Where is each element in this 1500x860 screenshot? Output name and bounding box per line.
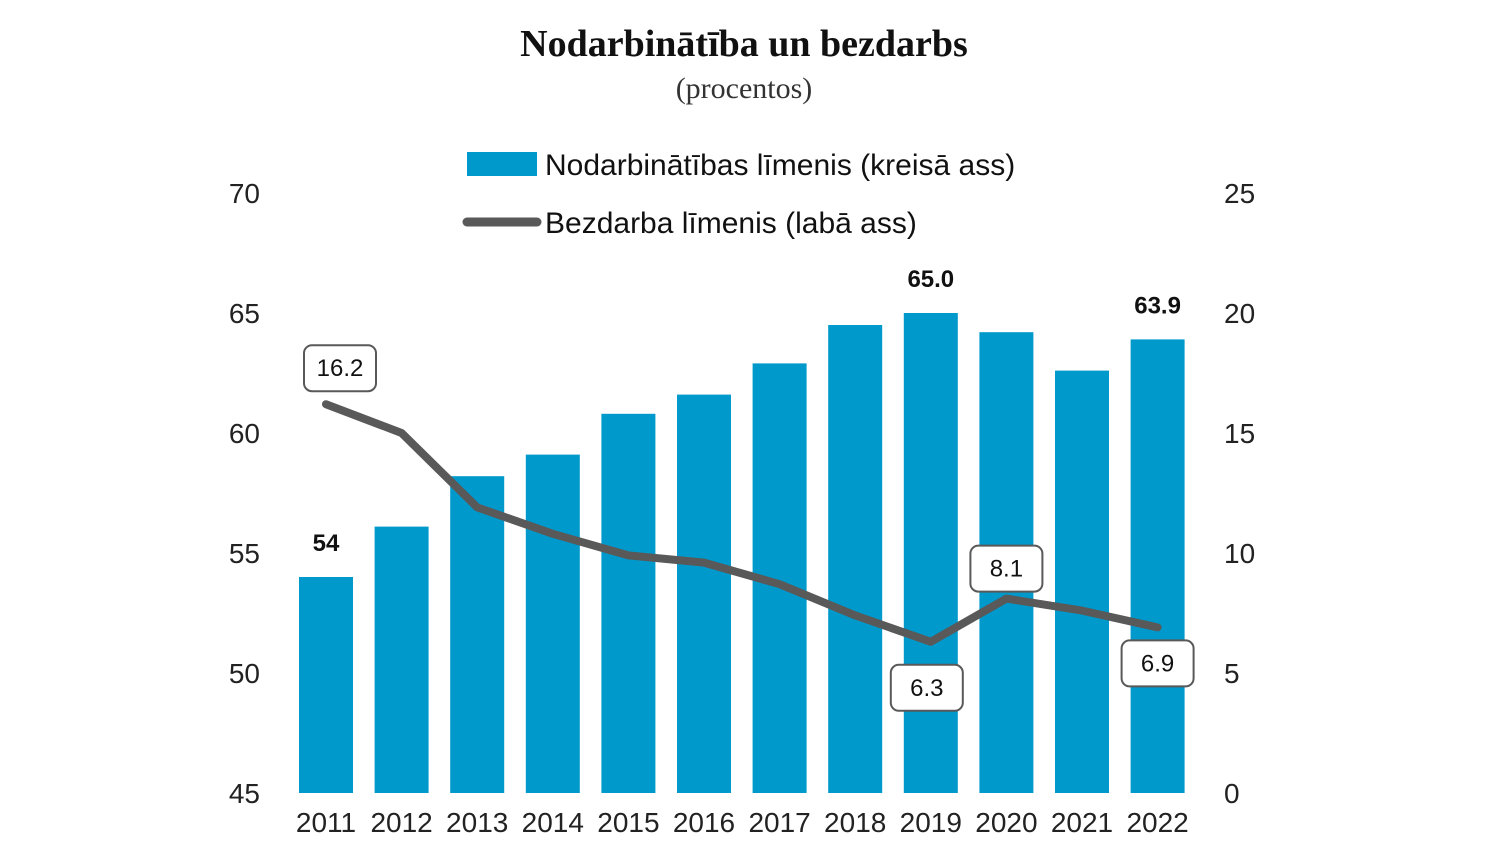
left-tick-label: 45 <box>229 778 260 809</box>
line-data-label: 16.2 <box>317 355 364 382</box>
legend-bar-label: Nodarbinātības līmenis (kreisā ass) <box>545 149 1015 182</box>
bar-2021 <box>1055 370 1109 793</box>
left-tick-label: 70 <box>229 178 260 209</box>
x-tick-label: 2020 <box>975 807 1037 838</box>
right-tick-label: 15 <box>1224 418 1255 449</box>
right-tick-label: 25 <box>1224 178 1255 209</box>
left-axis: 45 50 55 60 65 70 <box>229 178 260 809</box>
unemployment-line <box>322 400 1162 646</box>
legend: Nodarbinātības līmenis (kreisā ass) Bezd… <box>462 149 1015 240</box>
bar-2016 <box>677 394 731 793</box>
line-label-box <box>889 663 964 712</box>
bar-2014 <box>525 454 580 793</box>
bar-2015 <box>601 413 656 793</box>
x-tick-label: 2016 <box>673 807 735 838</box>
left-tick-label: 65 <box>229 298 260 329</box>
line-data-labels: 16.2 6.3 8.1 6.9 <box>303 344 1195 712</box>
legend-line-label: Bezdarba līmenis (labā ass) <box>545 207 917 240</box>
legend-bar-swatch <box>467 152 537 176</box>
x-tick-label: 2019 <box>900 807 962 838</box>
x-tick-label: 2013 <box>446 807 508 838</box>
left-tick-label: 60 <box>229 418 260 449</box>
bar-2012 <box>374 526 429 793</box>
bar-data-label: 54 <box>313 530 340 557</box>
bar-2022 <box>1130 339 1185 793</box>
x-tick-label: 2012 <box>370 807 432 838</box>
x-tick-label: 2018 <box>824 807 886 838</box>
line-series <box>322 400 1162 646</box>
bar-2013 <box>450 476 505 793</box>
x-tick-label: 2021 <box>1051 807 1113 838</box>
x-tick-label: 2014 <box>522 807 584 838</box>
bar-data-labels: 54 65.0 63.9 <box>313 266 1181 557</box>
right-axis: 0 5 10 15 20 25 <box>1224 178 1255 809</box>
x-tick-label: 2017 <box>748 807 810 838</box>
bar-data-label: 63.9 <box>1134 292 1181 319</box>
bar-2019 <box>903 313 958 793</box>
bar-data-label: 65.0 <box>907 266 954 293</box>
left-tick-label: 55 <box>229 538 260 569</box>
x-tick-label: 2011 <box>296 807 356 838</box>
x-axis: 2011 2012 2013 2014 2015 2016 2017 2018 2019 2020… <box>296 807 1189 838</box>
chart-subtitle: (procentos) <box>675 72 813 105</box>
right-tick-label: 20 <box>1224 298 1255 329</box>
line-label-box <box>303 344 377 393</box>
line-label-box <box>969 544 1044 593</box>
x-tick-label: 2015 <box>597 807 659 838</box>
bar-series <box>299 313 1185 793</box>
left-tick-label: 50 <box>229 658 260 689</box>
line-data-label: 6.3 <box>910 675 943 702</box>
bar-2011 <box>299 577 353 793</box>
right-tick-label: 10 <box>1224 538 1255 569</box>
right-tick-label: 5 <box>1224 658 1240 689</box>
x-tick-label: 2022 <box>1126 807 1188 838</box>
bar-2018 <box>828 325 883 793</box>
chart-title: Nodarbinātība un bezdarbs <box>520 23 968 65</box>
line-data-label: 8.1 <box>990 556 1023 583</box>
right-tick-label: 0 <box>1224 778 1240 809</box>
line-data-label: 6.9 <box>1141 650 1174 677</box>
line-label-box <box>1120 639 1195 688</box>
